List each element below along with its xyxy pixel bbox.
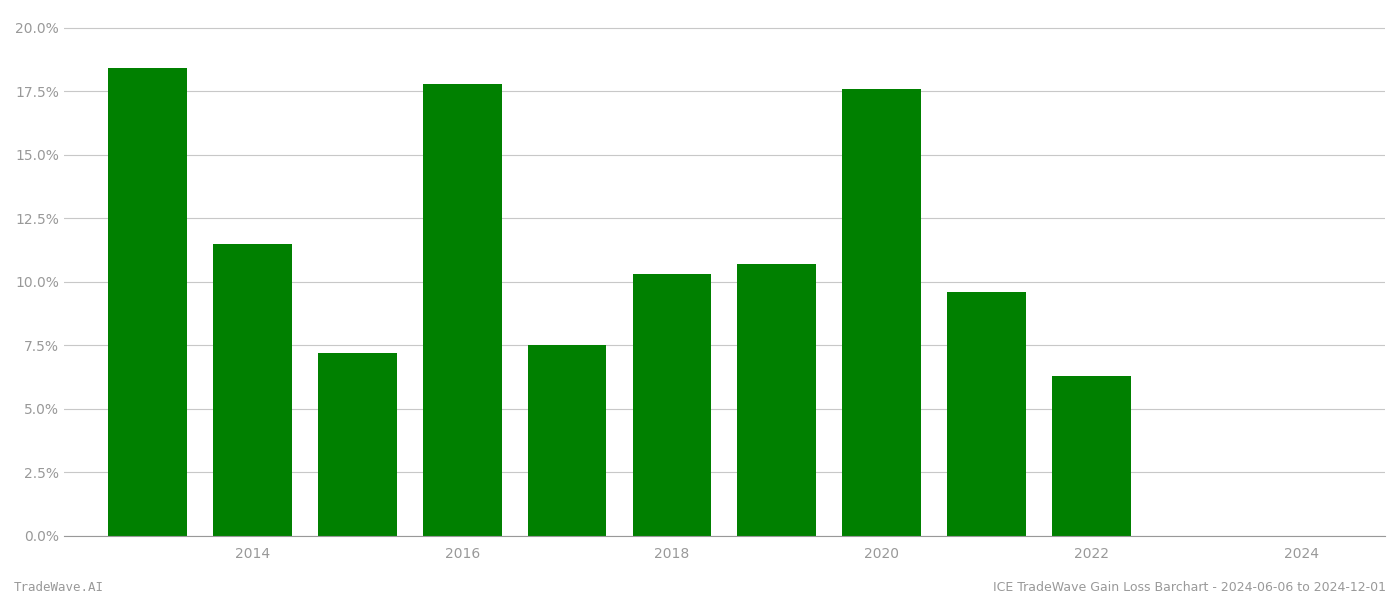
Bar — [948, 292, 1026, 536]
Bar — [108, 68, 188, 536]
Text: TradeWave.AI: TradeWave.AI — [14, 581, 104, 594]
Bar — [633, 274, 711, 536]
Bar — [213, 244, 291, 536]
Bar — [738, 264, 816, 536]
Text: ICE TradeWave Gain Loss Barchart - 2024-06-06 to 2024-12-01: ICE TradeWave Gain Loss Barchart - 2024-… — [993, 581, 1386, 594]
Bar — [423, 83, 501, 536]
Bar — [318, 353, 396, 536]
Bar — [528, 346, 606, 536]
Bar — [843, 89, 921, 536]
Bar — [1051, 376, 1131, 536]
